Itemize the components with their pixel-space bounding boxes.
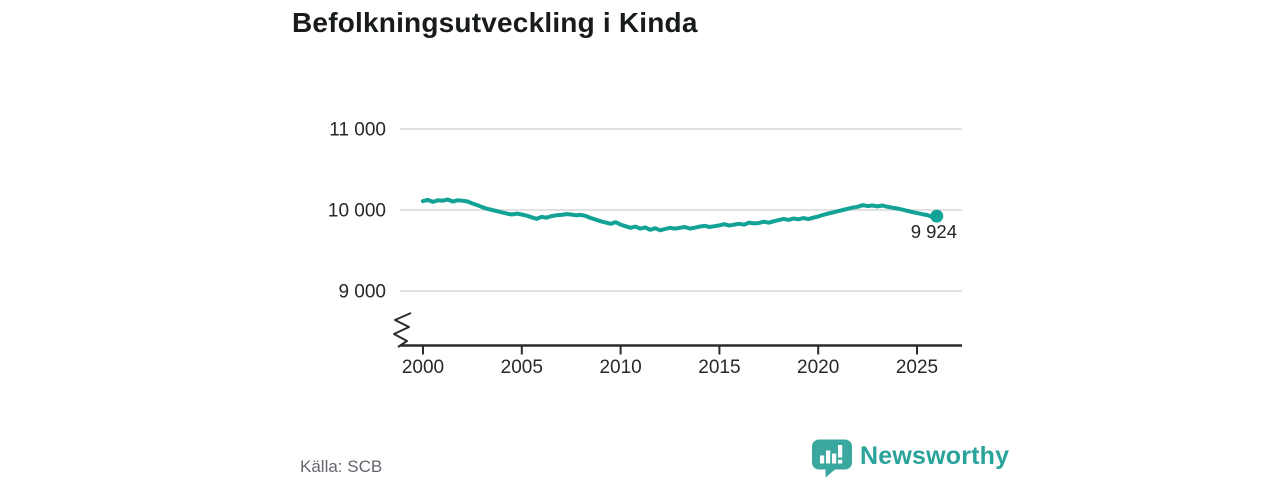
x-tick-label: 2005	[501, 357, 543, 378]
source-note: Källa: SCB	[300, 457, 383, 476]
end-point-dot	[930, 209, 944, 223]
x-tick-label: 2020	[797, 357, 839, 378]
newsworthy-wordmark: Newsworthy	[860, 442, 1010, 470]
axis-break-icon	[393, 312, 412, 348]
x-tick-label: 2015	[698, 357, 740, 378]
x-tick-label: 2000	[402, 357, 444, 378]
y-tick-label: 10 000	[328, 201, 386, 222]
y-tick-label: 11 000	[329, 120, 386, 141]
population-line	[421, 197, 939, 233]
newsworthy-logo: Newsworthy	[812, 439, 1009, 478]
newsworthy-bubble-icon	[812, 439, 852, 478]
bar-chart-glyph	[820, 445, 843, 464]
y-tick-label: 9 000	[338, 282, 386, 303]
x-tick-label: 2010	[599, 357, 641, 378]
end-value-label: 9 924	[911, 221, 957, 242]
x-tick-label: 2025	[896, 357, 938, 378]
page-title: Befolkningsutveckling i Kinda	[292, 7, 698, 38]
